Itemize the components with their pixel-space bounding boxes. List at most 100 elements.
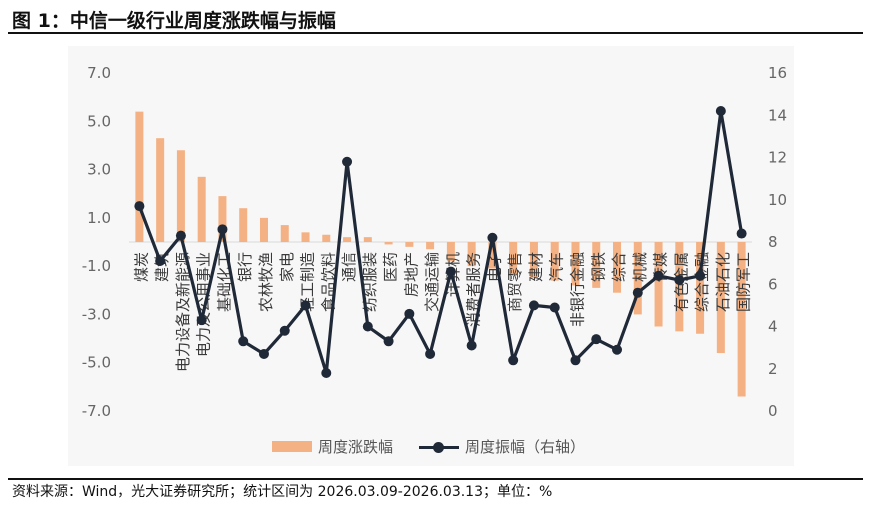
legend-line-label: 周度振幅（右轴） <box>465 438 586 456</box>
amplitude-point-综合金融 <box>695 270 706 281</box>
legend-item-line: 周度振幅（右轴） <box>419 436 585 457</box>
right-tick-label: 16 <box>768 64 787 82</box>
bar-综合 <box>613 242 622 293</box>
amplitude-point-轻工制造 <box>300 300 311 311</box>
category-label: 轻工制造 <box>299 252 317 312</box>
category-label: 医药 <box>382 252 400 282</box>
amplitude-point-电力设备及新能源 <box>175 230 186 241</box>
right-tick-label: 0 <box>768 402 778 420</box>
amplitude-point-有色金属 <box>674 275 685 286</box>
amplitude-point-国防军工 <box>736 228 747 239</box>
amplitude-point-食品饮料 <box>321 367 332 378</box>
amplitude-point-消费者服务 <box>466 340 477 351</box>
bar-series <box>135 111 746 397</box>
amplitude-point-煤炭 <box>134 201 145 212</box>
amplitude-point-钢铁 <box>591 334 602 345</box>
left-tick-label: -1.0 <box>82 257 111 275</box>
bar-电子 <box>488 242 497 269</box>
category-label: 汽车 <box>548 252 566 282</box>
bar-纺织服装 <box>363 237 372 242</box>
plot-area <box>68 46 794 466</box>
amplitude-point-机械 <box>632 287 643 298</box>
bar-电力设备及新能源 <box>176 150 185 242</box>
right-tick-label: 12 <box>768 149 787 167</box>
amplitude-point-传媒 <box>653 270 664 281</box>
amplitude-point-综合 <box>612 344 623 355</box>
category-labels: 煤炭 建筑 电力设备及新能源 电力及公用事业 基础化工 银行 农林牧渔 家电 轻工制造 食品饮料通… <box>132 252 752 372</box>
bar-综合金融 <box>696 242 705 334</box>
bar-煤炭 <box>135 111 144 242</box>
left-tick-label: 3.0 <box>87 161 111 179</box>
right-tick-label: 2 <box>768 360 778 378</box>
bar-钢铁 <box>592 242 601 288</box>
amplitude-point-非银行金融 <box>570 355 581 366</box>
amplitude-point-商贸零售 <box>508 355 519 366</box>
amplitude-point-基础化工 <box>217 224 228 235</box>
category-label: 消费者服务 <box>465 252 483 327</box>
bar-银行 <box>239 208 248 242</box>
bar-商贸零售 <box>509 242 518 276</box>
bar-轻工制造 <box>301 232 310 242</box>
left-tick-label: 5.0 <box>87 112 111 130</box>
category-label: 国防军工 <box>735 252 753 312</box>
bar-汽车 <box>550 242 559 281</box>
left-tick-label: -5.0 <box>82 354 111 372</box>
bar-电力及公用事业 <box>197 176 206 242</box>
bar-有色金属 <box>675 242 684 332</box>
amplitude-point-通信 <box>342 156 353 167</box>
amplitude-point-银行 <box>238 336 249 347</box>
legend: 周度涨跌幅 周度振幅（右轴） <box>272 436 611 457</box>
bar-通信 <box>343 237 352 242</box>
bar-家电 <box>280 225 289 242</box>
amplitude-point-计算机 <box>445 266 456 277</box>
bar-建筑 <box>156 138 165 242</box>
bar-房地产 <box>405 242 414 247</box>
right-tick-label: 10 <box>768 191 787 209</box>
amplitude-point-家电 <box>279 325 290 336</box>
category-label: 综合 <box>610 252 628 282</box>
category-label: 非银行金融 <box>568 252 586 327</box>
left-tick-label: 1.0 <box>87 209 111 227</box>
title-rule <box>8 32 863 34</box>
category-label: 钢铁 <box>589 252 607 282</box>
line-series <box>134 106 747 378</box>
bar-计算机 <box>446 242 455 262</box>
bar-农林牧渔 <box>259 217 268 242</box>
left-tick-label: 7.0 <box>87 64 111 82</box>
amplitude-point-医药 <box>383 336 394 347</box>
bar-建材 <box>529 242 538 279</box>
right-axis-ticks: 16 14 12 10 8 6 4 2 0 <box>768 64 787 420</box>
amplitude-point-建材 <box>528 300 539 311</box>
right-tick-label: 14 <box>768 106 787 124</box>
amplitude-point-房地产 <box>404 308 415 319</box>
category-label: 石油石化 <box>714 252 732 312</box>
category-label: 银行 <box>236 252 254 282</box>
bar-国防军工 <box>737 242 746 397</box>
chart-title: 图 1：中信一级行业周度涨跌幅与振幅 <box>12 10 336 32</box>
bar-消费者服务 <box>467 242 476 267</box>
right-tick-label: 6 <box>768 275 778 293</box>
amplitude-point-石油石化 <box>715 106 726 117</box>
amplitude-point-汽车 <box>549 302 560 313</box>
legend-line-swatch <box>419 441 460 453</box>
bar-交通运输 <box>426 242 435 250</box>
legend-bar-label: 周度涨跌幅 <box>318 438 394 456</box>
category-label: 机械 <box>631 252 649 282</box>
category-label: 煤炭 <box>132 252 150 282</box>
bar-食品饮料 <box>322 234 331 242</box>
right-tick-label: 8 <box>768 233 778 251</box>
amplitude-point-电子 <box>487 232 498 243</box>
category-label: 建材 <box>527 252 545 282</box>
source-rule <box>8 478 863 480</box>
amplitude-point-电力及公用事业 <box>196 315 207 326</box>
amplitude-point-纺织服装 <box>362 321 373 332</box>
category-label: 家电 <box>278 252 296 282</box>
category-label: 电力设备及新能源 <box>174 252 192 372</box>
category-label: 房地产 <box>402 252 420 297</box>
category-label: 综合金融 <box>693 252 711 312</box>
legend-bar-swatch <box>272 441 312 452</box>
category-label: 交通运输 <box>423 252 441 312</box>
bar-机械 <box>633 242 642 315</box>
left-axis-ticks: 7.0 5.0 3.0 1.0 -1.0 -3.0 -5.0 -7.0 <box>82 64 111 420</box>
